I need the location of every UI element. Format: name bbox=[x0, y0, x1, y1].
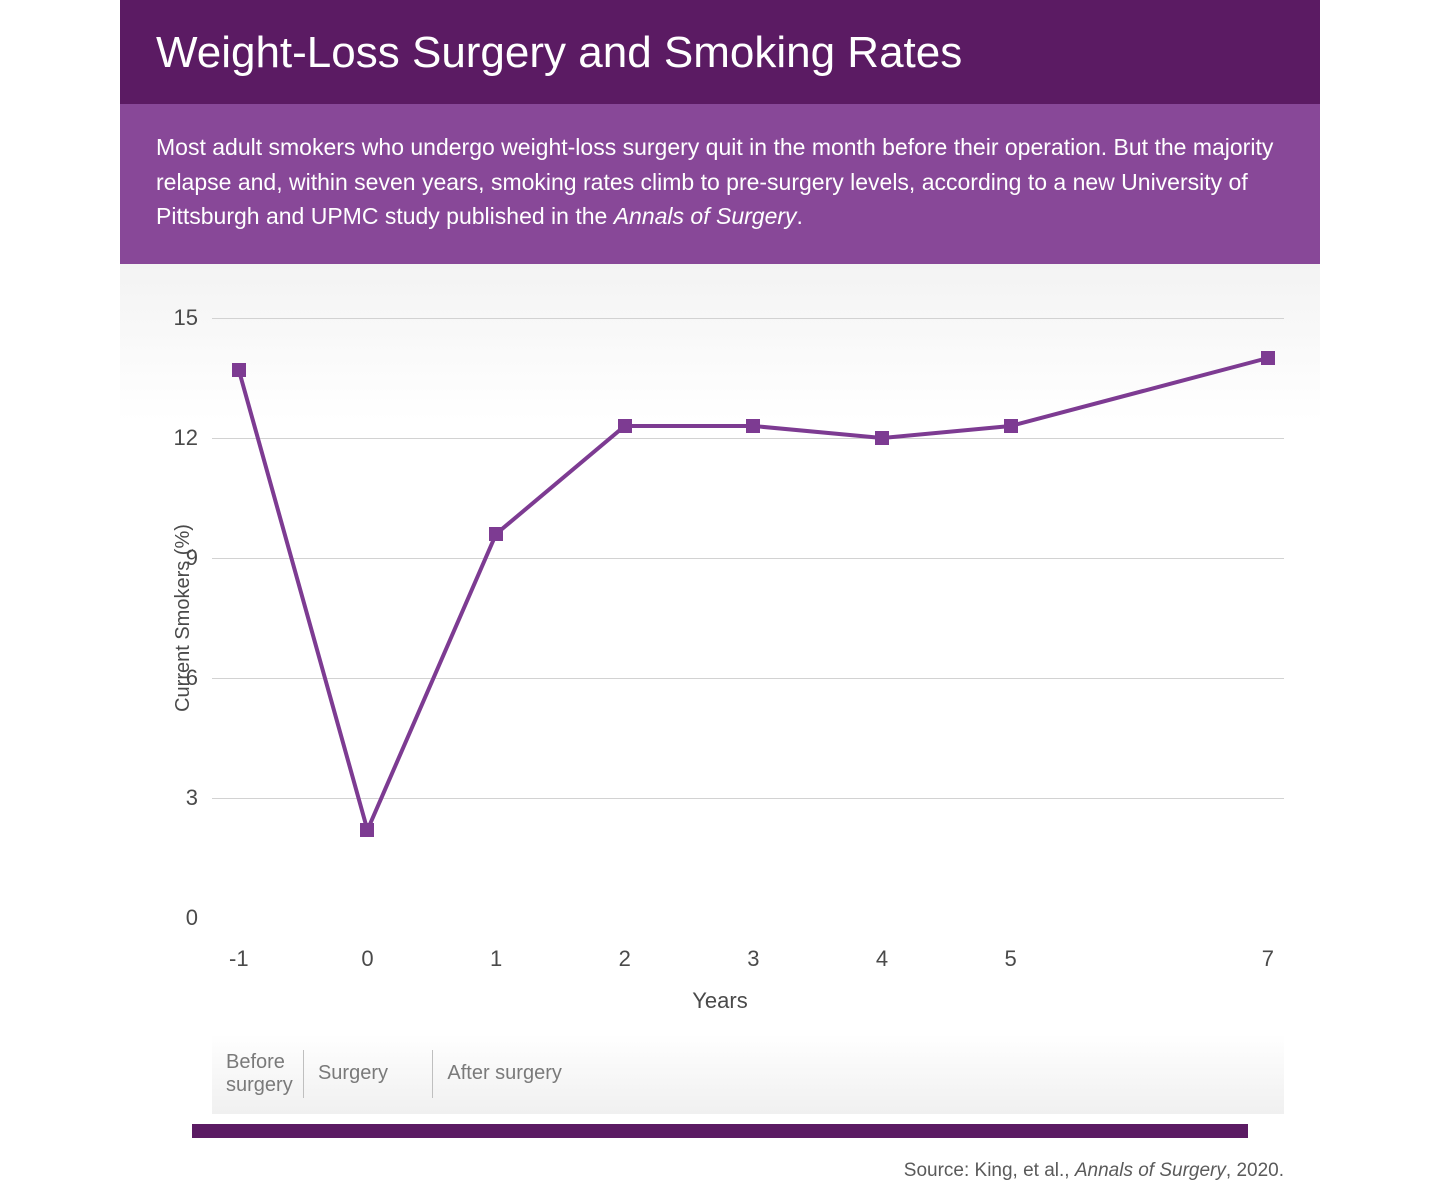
phase-label: After surgery bbox=[433, 1034, 1284, 1114]
x-tick-label: 2 bbox=[619, 946, 631, 972]
phase-label: Surgery bbox=[304, 1034, 432, 1114]
chart-subtitle: Most adult smokers who undergo weight-lo… bbox=[156, 130, 1284, 234]
y-tick-label: 9 bbox=[186, 545, 198, 571]
source-suffix: , 2020. bbox=[1226, 1160, 1284, 1181]
data-marker bbox=[618, 419, 632, 433]
y-tick-label: 3 bbox=[186, 785, 198, 811]
subtitle-bar: Most adult smokers who undergo weight-lo… bbox=[120, 104, 1320, 264]
x-tick-label: 1 bbox=[490, 946, 502, 972]
bottom-accent-band bbox=[192, 1124, 1248, 1138]
data-marker bbox=[746, 419, 760, 433]
chart-plot-area: Current Smokers (%) 03691215-10123457 bbox=[212, 318, 1284, 918]
source-italic: Annals of Surgery bbox=[1075, 1160, 1226, 1181]
x-tick-label: 0 bbox=[361, 946, 373, 972]
x-axis-label: Years bbox=[156, 988, 1284, 1014]
x-tick-label: 7 bbox=[1262, 946, 1274, 972]
y-tick-label: 12 bbox=[174, 425, 198, 451]
data-marker bbox=[232, 363, 246, 377]
infographic-container: Weight-Loss Surgery and Smoking Rates Mo… bbox=[120, 0, 1320, 1182]
x-tick-label: 4 bbox=[876, 946, 888, 972]
x-tick-label: 5 bbox=[1005, 946, 1017, 972]
data-marker bbox=[875, 431, 889, 445]
phase-band: Before surgerySurgeryAfter surgery bbox=[212, 1034, 1284, 1114]
data-marker bbox=[1004, 419, 1018, 433]
data-marker bbox=[1261, 351, 1275, 365]
x-tick-label: -1 bbox=[229, 946, 249, 972]
y-tick-label: 15 bbox=[174, 305, 198, 331]
subtitle-italic: Annals of Surgery bbox=[614, 203, 797, 229]
title-bar: Weight-Loss Surgery and Smoking Rates bbox=[120, 0, 1320, 104]
subtitle-post: . bbox=[797, 203, 803, 229]
phase-label: Before surgery bbox=[212, 1034, 303, 1114]
y-tick-label: 6 bbox=[186, 665, 198, 691]
x-tick-label: 3 bbox=[747, 946, 759, 972]
data-marker bbox=[489, 527, 503, 541]
data-marker bbox=[360, 823, 374, 837]
chart-region: Current Smokers (%) 03691215-10123457 Ye… bbox=[120, 264, 1320, 1138]
source-citation: Source: King, et al., Annals of Surgery,… bbox=[156, 1160, 1284, 1182]
y-tick-label: 0 bbox=[186, 905, 198, 931]
source-prefix: Source: King, et al., bbox=[904, 1160, 1075, 1181]
chart-title: Weight-Loss Surgery and Smoking Rates bbox=[156, 28, 1284, 78]
